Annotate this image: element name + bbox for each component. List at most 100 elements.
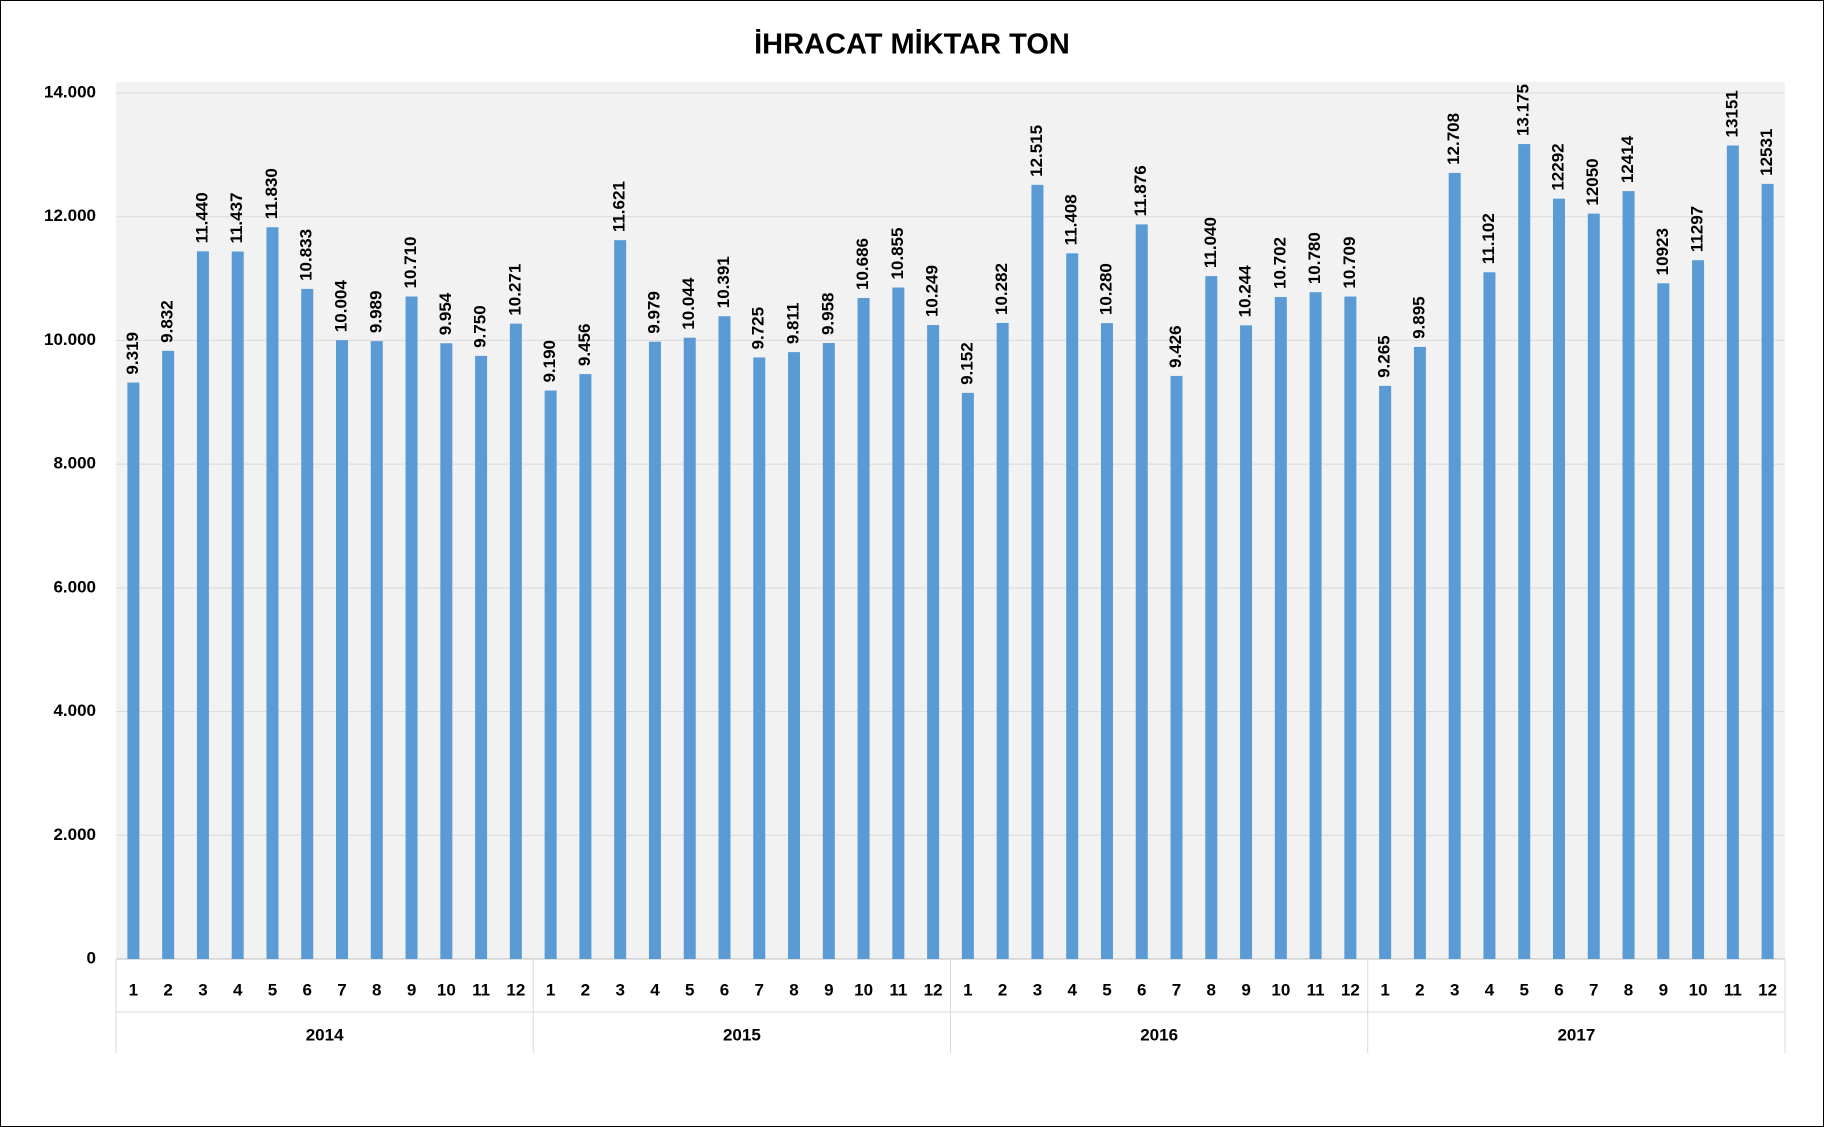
x-tick-label: 7: [1589, 980, 1598, 999]
bar: [892, 287, 905, 959]
bar: [1657, 283, 1670, 959]
x-tick-label: 12: [1341, 980, 1360, 999]
value-label: 12292: [1548, 143, 1567, 190]
bar: [509, 323, 522, 959]
x-tick-label: 8: [789, 980, 798, 999]
bar: [1135, 224, 1148, 959]
value-label: 10923: [1653, 228, 1672, 275]
x-tick-label: 5: [1102, 980, 1111, 999]
value-label: 12.515: [1027, 125, 1046, 177]
x-tick-label: 11: [889, 980, 907, 999]
value-label: 10.249: [923, 265, 942, 317]
value-label: 9.426: [1166, 325, 1185, 368]
x-tick-label: 4: [650, 980, 660, 999]
x-tick-label: 5: [268, 980, 277, 999]
x-tick-label: 12: [506, 980, 525, 999]
value-label: 11.040: [1201, 217, 1220, 268]
value-label: 10.271: [505, 264, 524, 316]
bar: [475, 355, 488, 960]
x-tick-label: 7: [1172, 980, 1181, 999]
x-tick-label: 1: [963, 980, 972, 999]
bar: [1170, 375, 1183, 959]
value-label: 9.265: [1375, 335, 1394, 378]
value-label: 10.244: [1236, 265, 1255, 318]
value-label: 9.725: [749, 307, 768, 350]
bar: [1205, 276, 1218, 959]
year-label: 2015: [723, 1025, 761, 1044]
bar: [1413, 346, 1426, 959]
x-tick-label: 2: [163, 980, 172, 999]
y-tick-label: 10.000: [44, 330, 96, 349]
y-tick-label: 4.000: [53, 701, 96, 720]
x-tick-label: 10: [1689, 980, 1708, 999]
value-label: 9.958: [818, 292, 837, 335]
value-label: 9.979: [644, 291, 663, 334]
bar: [1100, 323, 1113, 959]
bar: [1031, 184, 1044, 960]
bar: [718, 316, 731, 959]
x-tick-label: 2: [1415, 980, 1424, 999]
chart-title: İHRACAT MİKTAR TON: [754, 29, 1070, 61]
x-tick-label: 3: [615, 980, 624, 999]
value-label: 12.708: [1444, 113, 1463, 165]
x-tick-label: 4: [1485, 980, 1495, 999]
value-label: 10.044: [679, 277, 698, 330]
bar: [1761, 183, 1774, 959]
value-label: 10.833: [297, 229, 316, 281]
bar: [266, 227, 279, 960]
bar: [1448, 172, 1461, 959]
bar: [1066, 253, 1079, 959]
x-tick-label: 10: [437, 980, 456, 999]
x-tick-label: 10: [854, 980, 873, 999]
x-tick-label: 9: [407, 980, 416, 999]
bar: [961, 392, 974, 959]
value-label: 9.190: [540, 340, 559, 383]
value-label: 9.954: [436, 292, 455, 335]
value-label: 12050: [1583, 158, 1602, 205]
bar: [614, 240, 627, 959]
bar: [1379, 385, 1392, 960]
y-tick-label: 0: [87, 948, 96, 967]
bar: [1552, 198, 1565, 960]
value-label: 9.989: [366, 291, 385, 334]
x-tick-label: 3: [198, 980, 207, 999]
value-label: 10.702: [1270, 237, 1289, 289]
value-label: 12414: [1618, 135, 1637, 183]
x-tick-label: 4: [233, 980, 243, 999]
y-tick-label: 8.000: [53, 454, 96, 473]
value-label: 10.004: [331, 280, 350, 333]
x-tick-label: 3: [1450, 980, 1459, 999]
bar: [683, 337, 696, 959]
value-label: 10.391: [714, 256, 733, 308]
value-label: 11297: [1688, 206, 1707, 252]
y-tick-label: 6.000: [53, 577, 96, 596]
value-label: 13.175: [1514, 84, 1533, 136]
x-tick-label: 5: [685, 980, 694, 999]
x-tick-label: 2: [581, 980, 590, 999]
bar: [788, 352, 801, 959]
bar: [440, 343, 453, 959]
value-label: 10.280: [1096, 263, 1115, 315]
y-tick-label: 2.000: [53, 825, 96, 844]
year-label: 2016: [1140, 1025, 1178, 1044]
x-tick-label: 9: [824, 980, 833, 999]
bar: [1344, 296, 1357, 959]
bar: [370, 341, 383, 959]
value-label: 9.832: [158, 300, 177, 343]
year-label: 2017: [1557, 1025, 1595, 1044]
year-label: 2014: [306, 1025, 344, 1044]
bar: [579, 374, 592, 959]
x-tick-label: 1: [129, 980, 138, 999]
x-tick-label: 8: [1207, 980, 1216, 999]
bar: [1518, 144, 1531, 959]
value-label: 10.780: [1305, 232, 1324, 284]
value-label: 11.408: [1062, 194, 1081, 245]
x-tick-label: 12: [924, 980, 943, 999]
value-label: 9.895: [1409, 296, 1428, 339]
x-tick-label: 5: [1519, 980, 1528, 999]
x-tick-label: 1: [546, 980, 555, 999]
x-tick-label: 11: [472, 980, 490, 999]
x-tick-label: 6: [1137, 980, 1146, 999]
x-tick-label: 8: [372, 980, 381, 999]
x-tick-label: 4: [1067, 980, 1077, 999]
